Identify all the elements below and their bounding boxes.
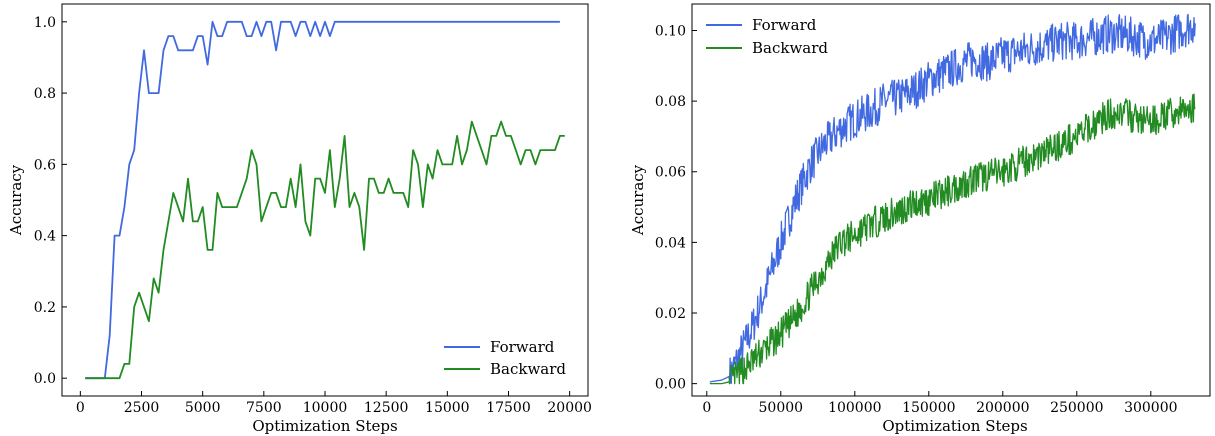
x-tick-label-left: 10000 (303, 400, 348, 416)
legend-label-forward-right: Forward (752, 16, 817, 34)
y-tick-label-right: 0.02 (655, 306, 686, 322)
x-axis-label-left: Optimization Steps (252, 417, 397, 435)
y-tick-label-right: 0.10 (655, 23, 686, 39)
series-line-backward-right (709, 93, 1196, 385)
y-tick-label-left: 0.2 (34, 300, 56, 316)
y-tick-label-left: 0.4 (34, 229, 56, 245)
legend-label-forward-left: Forward (490, 338, 555, 356)
y-ticks-left: 0.0 0.2 0.4 0.6 0.8 1.0 (34, 15, 67, 387)
plot-frame-right (691, 3, 1211, 397)
x-tick-label-left: 12500 (364, 400, 409, 416)
series-right (709, 13, 1196, 385)
y-tick-label-left: 0.6 (34, 157, 56, 173)
x-tick-label-left: 5000 (185, 400, 221, 416)
x-tick-label-left: 17500 (486, 400, 531, 416)
series-line-backward-left (85, 120, 565, 380)
x-tick-label-left: 0 (76, 400, 85, 416)
y-ticks-right: 0.00 0.02 0.04 0.06 0.08 0.10 (655, 23, 697, 393)
x-ticks-right: 0 50000 100000 150000 200000 250000 300000 (702, 391, 1178, 416)
x-tick-label-left: 20000 (547, 400, 592, 416)
x-tick-label-right: 50000 (759, 400, 804, 416)
x-tick-label-right: 200000 (976, 400, 1029, 416)
x-tick-label-left: 15000 (425, 400, 470, 416)
x-tick-label-right: 250000 (1050, 400, 1103, 416)
legend-label-backward-left: Backward (490, 360, 566, 378)
chart-left: 0 2500 5000 7500 10000 12500 15000 17500 20000 0… (7, 3, 592, 435)
x-tick-label-left: 7500 (246, 400, 282, 416)
legend-right: Forward Backward (706, 16, 828, 57)
chart-right: 0 50000 100000 150000 200000 250000 300000 0.0… (629, 3, 1211, 435)
x-tick-label-left: 2500 (124, 400, 160, 416)
y-tick-label-right: 0.00 (655, 377, 686, 393)
x-ticks-left: 0 2500 5000 7500 10000 12500 15000 17500 20000 (76, 391, 592, 416)
y-axis-label-right: Accuracy (629, 164, 647, 236)
y-tick-label-right: 0.08 (655, 94, 686, 110)
x-tick-label-right: 150000 (902, 400, 955, 416)
series-left (85, 20, 565, 380)
x-tick-label-right: 100000 (828, 400, 881, 416)
y-tick-label-right: 0.06 (655, 165, 686, 181)
y-tick-label-left: 1.0 (34, 15, 56, 31)
x-axis-label-right: Optimization Steps (882, 417, 1027, 435)
series-line-forward-right (709, 13, 1196, 385)
y-tick-label-left: 0.8 (34, 86, 56, 102)
y-axis-label-left: Accuracy (7, 164, 25, 236)
legend-left: Forward Backward (444, 338, 566, 378)
x-tick-label-right: 0 (702, 400, 711, 416)
legend-label-backward-right: Backward (752, 39, 828, 57)
x-tick-label-right: 300000 (1124, 400, 1177, 416)
y-tick-label-left: 0.0 (34, 371, 56, 387)
series-line-forward-left (85, 20, 560, 380)
y-tick-label-right: 0.04 (655, 235, 686, 251)
